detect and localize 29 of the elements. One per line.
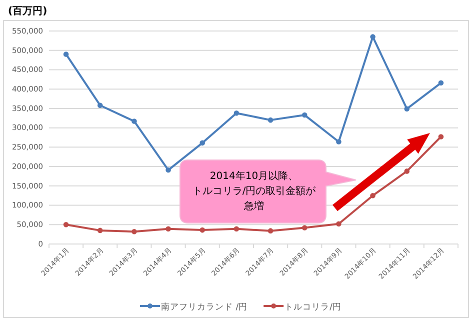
legend-label: 南アフリカランド /円 — [161, 302, 248, 312]
point — [166, 167, 171, 173]
point — [132, 118, 137, 124]
point — [370, 192, 376, 198]
point — [336, 221, 342, 227]
point — [404, 168, 410, 174]
point — [438, 134, 444, 140]
legend-label: トルコリラ/円 — [284, 302, 342, 312]
point — [336, 139, 342, 144]
point — [200, 140, 206, 146]
point — [166, 226, 171, 232]
point — [370, 34, 376, 40]
point — [97, 102, 103, 108]
point — [268, 117, 274, 123]
point — [404, 106, 410, 112]
point — [63, 52, 69, 57]
point — [132, 228, 137, 234]
speech-callout: 2014年10月以降、トルコリラ/円の取引金額が急増 — [180, 160, 356, 224]
point — [234, 226, 240, 232]
point — [438, 80, 444, 86]
point — [268, 228, 274, 234]
point — [302, 225, 308, 230]
point — [200, 227, 206, 233]
point — [234, 110, 240, 116]
point — [63, 222, 69, 228]
y-axis-title: (百万円) — [8, 6, 48, 17]
annotation: 2014年10月以降、トルコリラ/円の取引金額が急増 — [192, 170, 317, 212]
point — [97, 228, 103, 234]
point — [302, 112, 308, 118]
